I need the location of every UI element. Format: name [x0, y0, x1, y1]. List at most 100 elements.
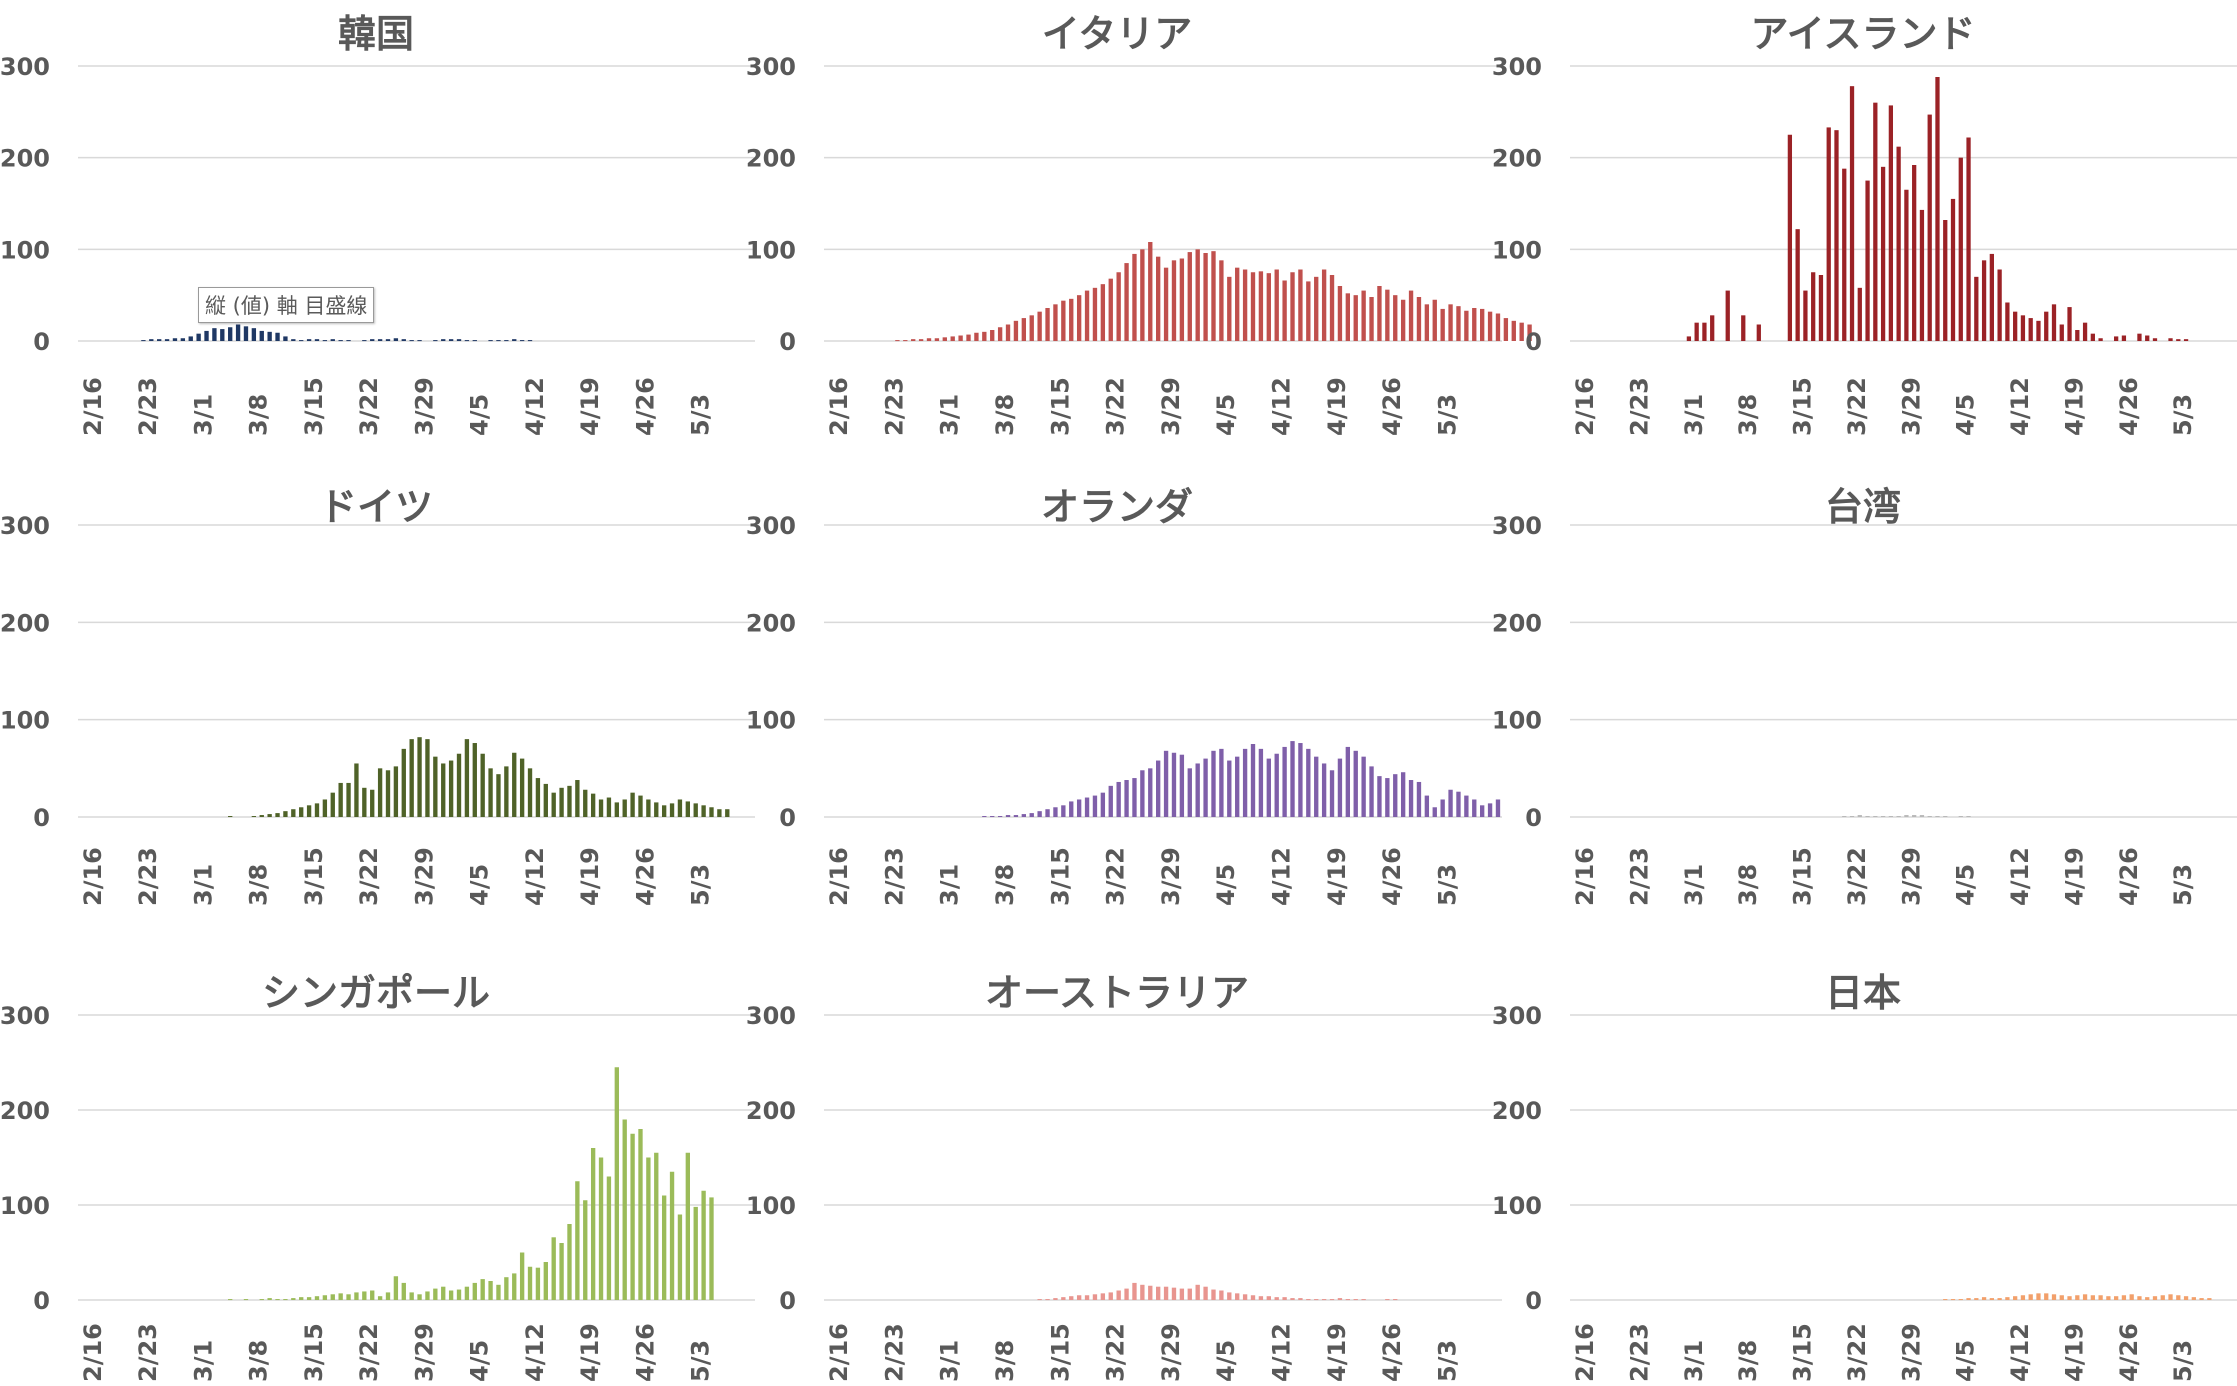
bar: [1219, 748, 1224, 817]
bar: [496, 774, 501, 817]
bar: [259, 815, 264, 817]
bar: [1195, 249, 1200, 341]
bar: [370, 1290, 375, 1300]
bar: [693, 803, 698, 817]
bar: [1132, 253, 1137, 341]
y-tick-label: 100: [746, 236, 796, 264]
bar: [1179, 1288, 1185, 1300]
bar: [1448, 304, 1453, 341]
bar: [1061, 805, 1066, 817]
bar: [1258, 271, 1264, 341]
x-tick-label: 2/23: [1625, 1323, 1653, 1382]
bar: [638, 795, 643, 817]
y-tick-label: 0: [33, 804, 50, 832]
chart-panel-1: イタリア 0 100 200 300 2/16 2/23 3/1 3/8 3/15 3/22 3/29…: [746, 12, 1532, 436]
bar: [1045, 308, 1050, 341]
chart-title: オランダ: [1041, 485, 1193, 529]
bar: [1037, 811, 1042, 817]
bar: [974, 332, 979, 341]
x-tick-label: 4/5: [1952, 394, 1980, 436]
bar: [1702, 322, 1707, 341]
y-tick-label: 0: [779, 804, 796, 832]
bar: [2013, 1296, 2018, 1300]
bar: [385, 339, 391, 341]
bar: [1888, 105, 1894, 342]
x-tick-label: 4/5: [466, 394, 494, 436]
x-tick-label: 3/22: [1102, 847, 1130, 906]
bar: [575, 780, 580, 817]
bar: [2059, 324, 2064, 341]
chart-title: アイスランド: [1751, 12, 1976, 56]
bar: [1250, 272, 1256, 341]
bar: [966, 334, 971, 341]
chart-title: 韓国: [338, 12, 414, 56]
x-tick-label: 3/22: [355, 377, 383, 436]
x-tick-label: 4/5: [1952, 864, 1980, 906]
bar: [661, 805, 667, 817]
x-tick-label: 2/23: [134, 377, 162, 436]
x-tick-label: 2/23: [880, 1323, 908, 1382]
x-tick-label: 4/19: [1323, 847, 1351, 906]
y-tick-label: 200: [0, 145, 50, 173]
bar: [346, 782, 351, 817]
x-tick-label: 2/16: [825, 847, 853, 906]
bar: [1337, 286, 1343, 341]
bar: [306, 339, 312, 341]
bar: [1084, 290, 1090, 341]
x-tick-label: 2/16: [825, 377, 853, 436]
bar: [1321, 269, 1327, 341]
bar: [990, 816, 995, 818]
bar: [1361, 756, 1366, 817]
bar: [267, 814, 272, 817]
bar: [701, 805, 706, 817]
bar: [2028, 318, 2033, 341]
x-tick-label: 4/5: [466, 864, 494, 906]
bar: [1290, 741, 1295, 817]
bar: [2051, 304, 2057, 341]
x-tick-label: 3/1: [1680, 864, 1708, 906]
bar: [1919, 815, 1925, 817]
bar: [504, 1277, 509, 1300]
bar: [322, 1295, 328, 1300]
bar: [527, 768, 533, 817]
bar: [1849, 86, 1855, 342]
bar: [583, 1200, 588, 1300]
bar: [2005, 302, 2010, 341]
chart-panel-0: 韓国 0 100 200 300 2/16 2/23 3/1 3/8 3/15 3/22 3/29 4/…: [0, 12, 755, 436]
bar: [2114, 336, 2119, 341]
bar: [1408, 290, 1414, 341]
bar: [338, 1293, 343, 1300]
bar: [417, 1294, 422, 1300]
bar: [1274, 1297, 1279, 1300]
bar: [409, 1292, 414, 1300]
x-tick-label: 4/19: [1323, 1323, 1351, 1382]
bar: [2207, 1298, 2212, 1300]
bar: [1211, 750, 1216, 817]
x-tick-label: 4/5: [466, 1340, 494, 1382]
bar: [1156, 256, 1161, 341]
bar: [456, 753, 462, 817]
bar: [1076, 799, 1082, 817]
bar: [1266, 1296, 1271, 1300]
bar: [1306, 281, 1311, 341]
bar: [172, 338, 178, 341]
bar: [1148, 1285, 1153, 1300]
bar: [2067, 1296, 2072, 1300]
bar: [1857, 287, 1862, 341]
bar: [267, 1298, 272, 1300]
bar: [291, 1298, 296, 1300]
x-tick-label: 3/29: [410, 377, 438, 436]
bar: [630, 1133, 635, 1300]
bar: [243, 1299, 249, 1301]
bar: [2044, 311, 2049, 341]
bar: [1298, 743, 1303, 817]
bar: [1385, 289, 1390, 341]
x-tick-label: 4/12: [2006, 847, 2034, 906]
bar: [1171, 1287, 1177, 1300]
bar: [512, 1273, 517, 1300]
bar: [488, 340, 493, 342]
bar: [934, 338, 940, 341]
bar: [622, 1119, 627, 1300]
bar: [1873, 102, 1878, 342]
bar: [1756, 324, 1761, 341]
